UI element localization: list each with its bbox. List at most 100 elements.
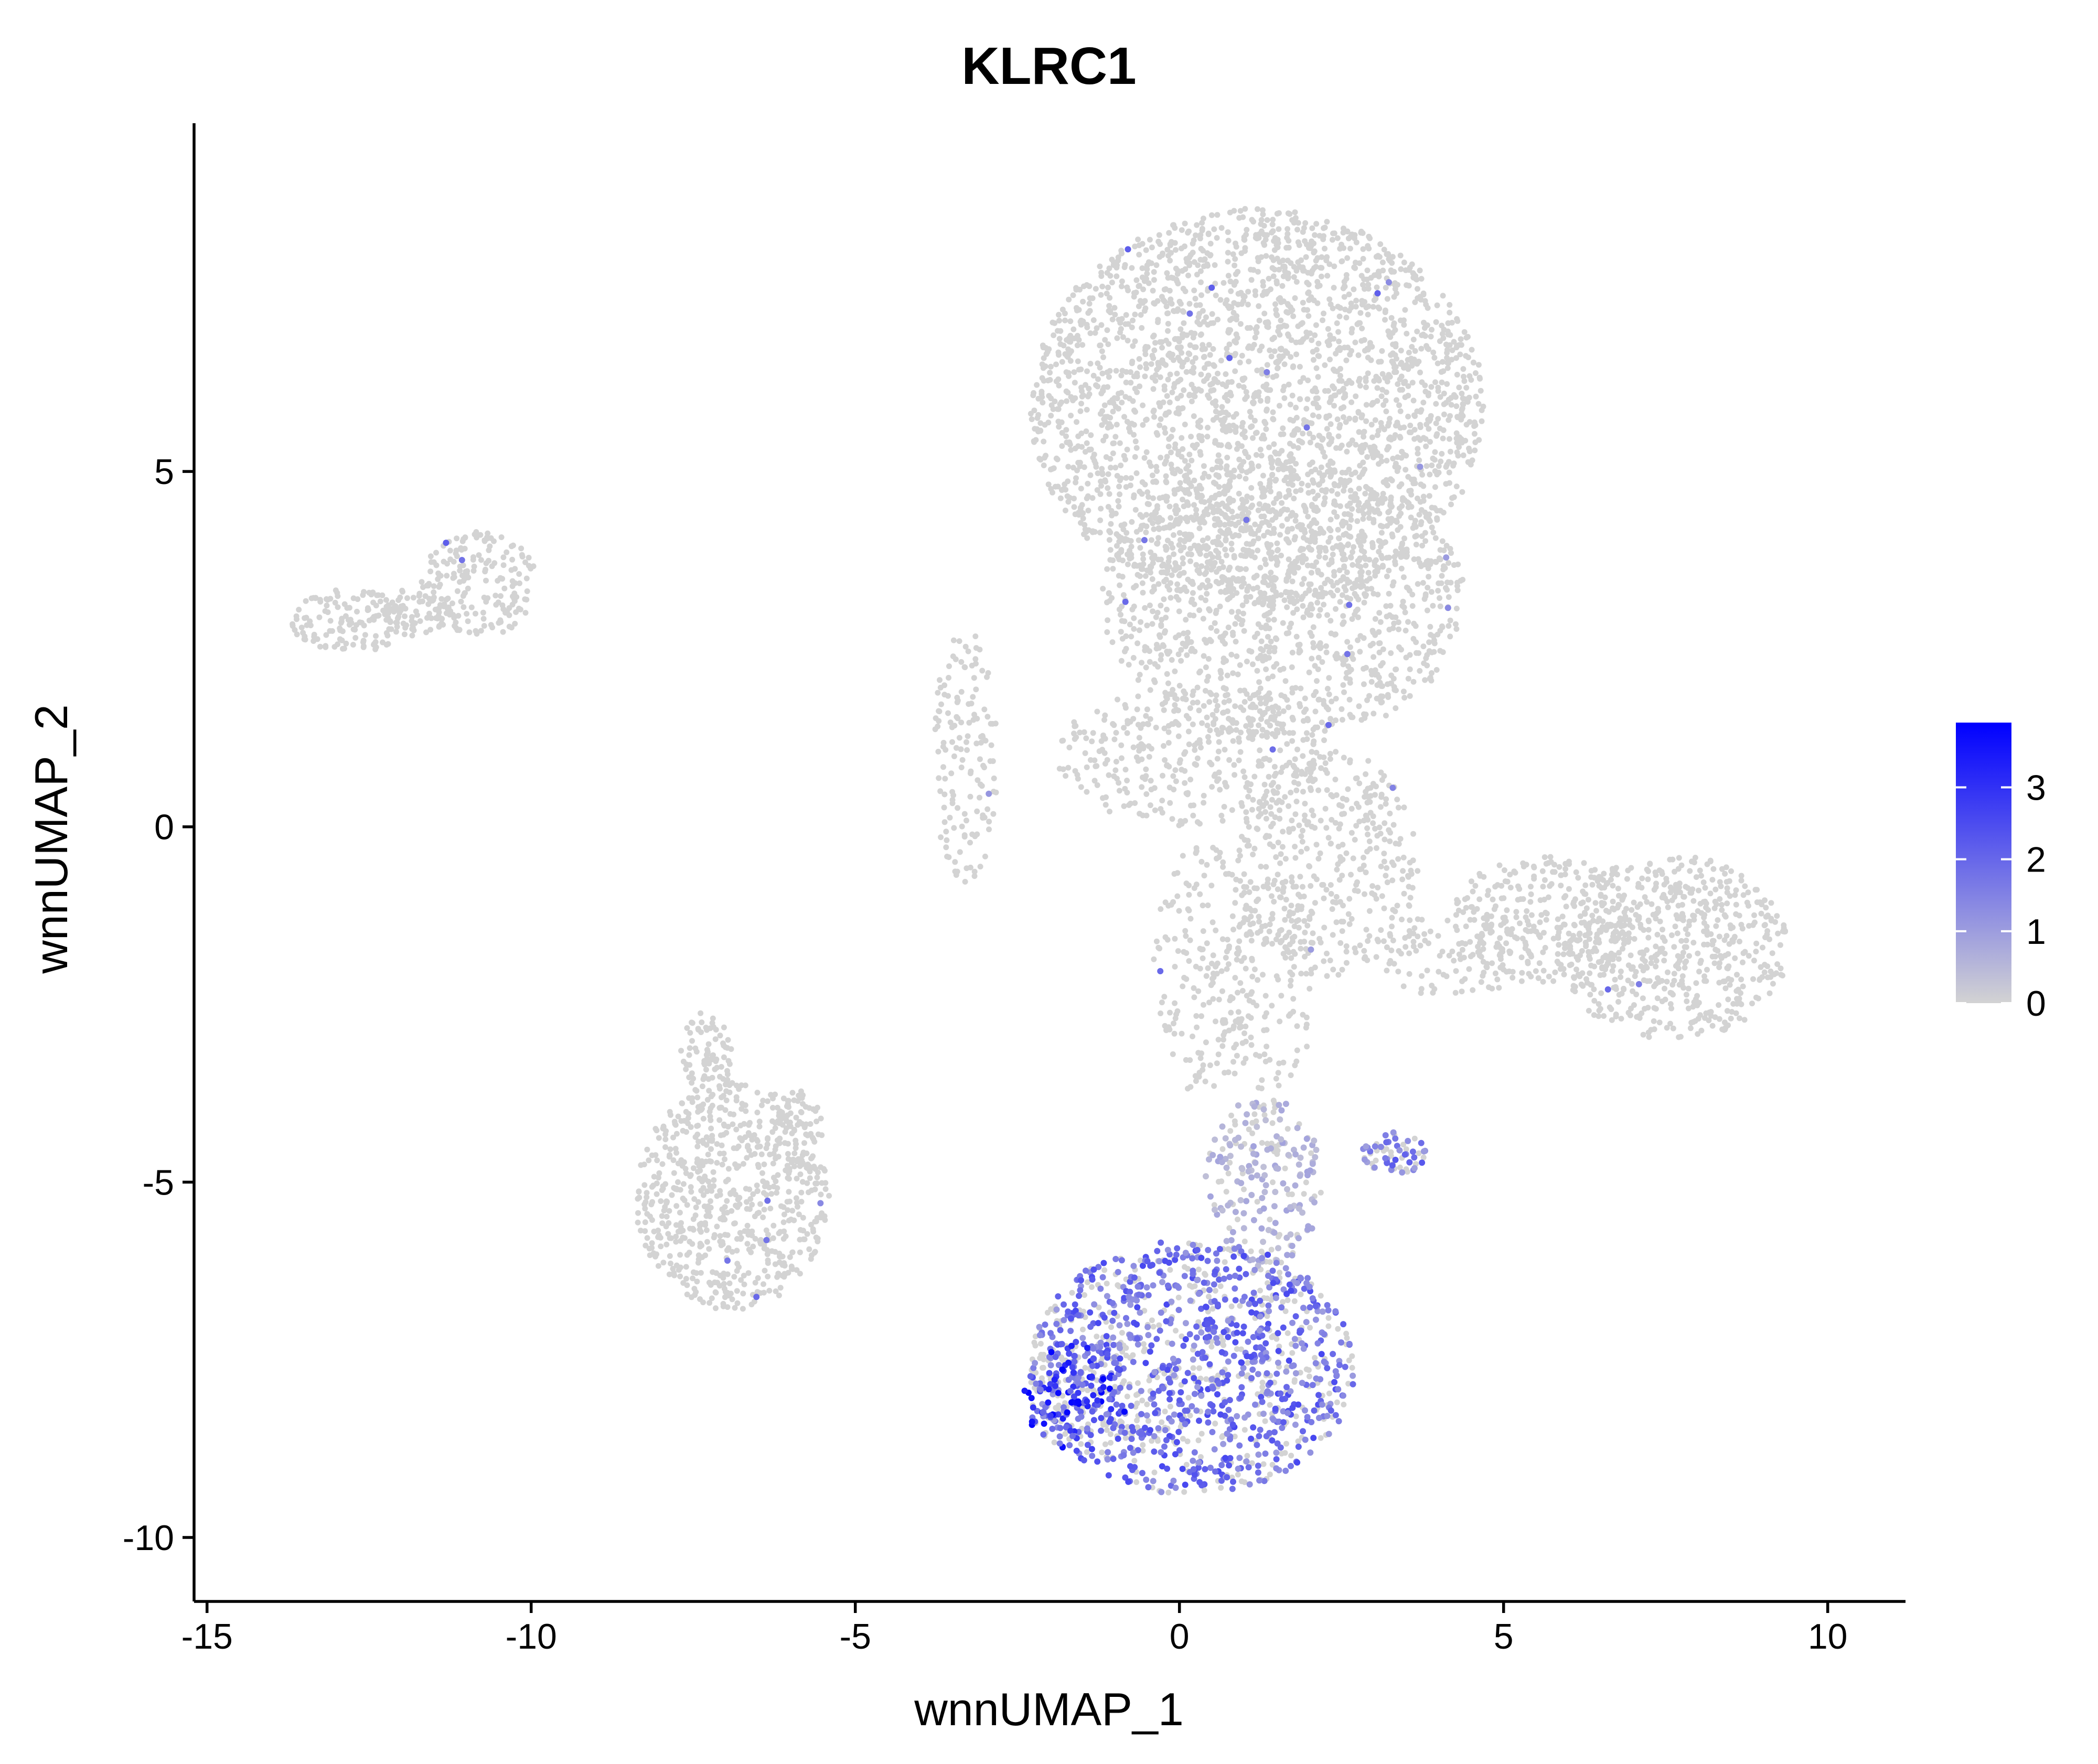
cell-point bbox=[1404, 330, 1410, 337]
cell-point bbox=[1113, 759, 1119, 765]
cell-point bbox=[1297, 874, 1303, 880]
cell-point bbox=[1444, 365, 1451, 371]
cell-point bbox=[1200, 616, 1206, 622]
cell-point bbox=[1368, 586, 1375, 592]
cell-point bbox=[1156, 400, 1162, 406]
cell-point bbox=[1239, 443, 1245, 449]
cell-point bbox=[1352, 339, 1358, 346]
cell-point bbox=[1231, 300, 1237, 306]
cell-point bbox=[1413, 542, 1419, 547]
cell-point bbox=[1084, 368, 1090, 374]
cell-point bbox=[1079, 444, 1085, 450]
cell-point bbox=[1182, 818, 1189, 824]
cell-point bbox=[1175, 651, 1182, 658]
cell-point bbox=[1258, 217, 1265, 223]
cell-point bbox=[1161, 707, 1167, 713]
cell-point bbox=[1344, 639, 1351, 645]
cell-point bbox=[1775, 930, 1781, 937]
cell-point bbox=[1154, 609, 1161, 616]
cell-point bbox=[1777, 942, 1783, 948]
cell-point bbox=[1300, 375, 1307, 381]
cell-point bbox=[1172, 225, 1178, 231]
cell-point bbox=[1315, 492, 1321, 499]
cell-point bbox=[1670, 1025, 1676, 1031]
cell-point bbox=[1326, 434, 1332, 439]
cell-point bbox=[1448, 402, 1454, 408]
cell-point bbox=[1700, 879, 1707, 886]
cell-point bbox=[1306, 297, 1312, 303]
cell-point bbox=[1163, 498, 1170, 504]
cell-point bbox=[1345, 786, 1351, 792]
cell-point bbox=[1693, 980, 1699, 986]
cell-point bbox=[1307, 461, 1313, 468]
cell-point bbox=[1360, 583, 1366, 589]
cell-point bbox=[1258, 638, 1265, 644]
cell-point bbox=[1117, 491, 1123, 498]
cell-point bbox=[1288, 620, 1294, 627]
cell-point bbox=[1337, 373, 1343, 379]
cell-point bbox=[1768, 969, 1774, 974]
cell-point bbox=[1056, 318, 1062, 324]
cell-point bbox=[1322, 580, 1328, 586]
cell-point bbox=[1032, 426, 1038, 432]
cell-point bbox=[1063, 427, 1069, 433]
cell-point bbox=[1166, 230, 1172, 236]
cell-point bbox=[1406, 500, 1412, 507]
cell-point bbox=[1306, 587, 1312, 594]
cell-point bbox=[1386, 256, 1392, 262]
cell-point bbox=[1119, 278, 1125, 284]
cell-point bbox=[1161, 596, 1167, 603]
cell-point bbox=[1332, 482, 1338, 489]
cell-point bbox=[1195, 314, 1202, 320]
cell-point bbox=[1433, 319, 1439, 325]
cell-point bbox=[1315, 374, 1321, 380]
cell-point bbox=[1226, 521, 1233, 527]
cell-point bbox=[1164, 570, 1170, 576]
cell-point bbox=[1408, 871, 1415, 877]
cell-point bbox=[1376, 273, 1382, 279]
cell-point bbox=[1244, 493, 1250, 500]
cell-point bbox=[1186, 300, 1193, 307]
cell-point bbox=[1152, 661, 1158, 667]
cell-point bbox=[1368, 402, 1375, 408]
cell-point bbox=[1397, 408, 1404, 414]
cell-point bbox=[1099, 466, 1105, 472]
cell-point bbox=[1289, 392, 1296, 399]
cell-point bbox=[1135, 236, 1141, 243]
cell-point bbox=[1405, 383, 1411, 389]
cell-point bbox=[1279, 880, 1286, 886]
cell-point bbox=[1336, 389, 1342, 395]
cell-point bbox=[1418, 346, 1425, 352]
cell-point bbox=[1099, 747, 1106, 753]
cell-point bbox=[1412, 276, 1419, 282]
cell-point bbox=[1460, 413, 1466, 419]
cell-point bbox=[1293, 884, 1299, 890]
cell-point bbox=[1676, 855, 1682, 861]
cell-point bbox=[1647, 861, 1653, 867]
cell-point bbox=[1151, 277, 1157, 283]
cell-point bbox=[1708, 931, 1714, 937]
cell-point bbox=[1209, 784, 1215, 790]
cell-point bbox=[1726, 941, 1732, 947]
cell-point bbox=[1173, 778, 1179, 784]
cell-point bbox=[1260, 283, 1266, 289]
cell-point bbox=[1211, 362, 1216, 368]
cell-point bbox=[1325, 835, 1332, 841]
cell-point bbox=[1758, 910, 1764, 917]
cell-point bbox=[1191, 517, 1197, 523]
cell-point bbox=[1033, 437, 1039, 443]
cell-point bbox=[1162, 757, 1168, 763]
cell-point bbox=[1251, 554, 1258, 561]
cell-point bbox=[1183, 369, 1190, 375]
cell-point bbox=[1381, 905, 1387, 911]
cell-point bbox=[1237, 749, 1244, 755]
cell-point bbox=[1175, 733, 1182, 739]
cell-point bbox=[1331, 385, 1337, 392]
cell-point bbox=[1366, 838, 1373, 844]
cell-point bbox=[1350, 562, 1356, 568]
cell-point bbox=[1109, 316, 1116, 322]
cell-point bbox=[1472, 370, 1479, 376]
cell-point bbox=[1245, 288, 1251, 295]
cell-point bbox=[1371, 654, 1377, 660]
cell-point bbox=[1356, 780, 1363, 787]
